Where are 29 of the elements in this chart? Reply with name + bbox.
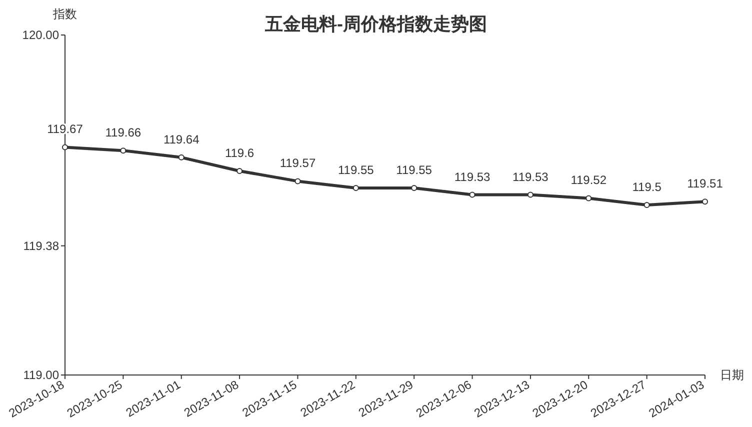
point [62,144,68,150]
data-label: 119.55 [338,163,374,177]
point [644,202,650,208]
point [527,192,534,198]
point [120,148,126,154]
point [702,198,708,205]
point [586,195,592,202]
y-axis-title: 指数 [52,7,77,21]
point [178,154,184,160]
point [236,168,243,174]
data-label: 119.66 [105,126,142,140]
y-tick-label: 119.38 [23,238,60,253]
x-axis-title: 日期 [720,368,744,382]
data-label: 119.57 [280,156,316,170]
data-label: 119.51 [687,176,724,191]
y-tick-label: 119.00 [23,368,60,382]
point [294,178,301,184]
chart-title: 五金电料-周价格指数走势图 [264,14,487,34]
data-label: 119.64 [163,132,200,146]
point [469,192,476,198]
data-label: 119.52 [570,173,607,188]
data-label: 119.6 [224,146,254,160]
point [352,185,359,191]
data-label: 119.55 [396,163,432,177]
data-label: 119.5 [632,180,662,194]
data-label: 119.53 [512,170,549,184]
point [411,185,418,191]
data-label: 119.53 [454,170,491,184]
y-tick-label: 120.00 [22,28,60,42]
